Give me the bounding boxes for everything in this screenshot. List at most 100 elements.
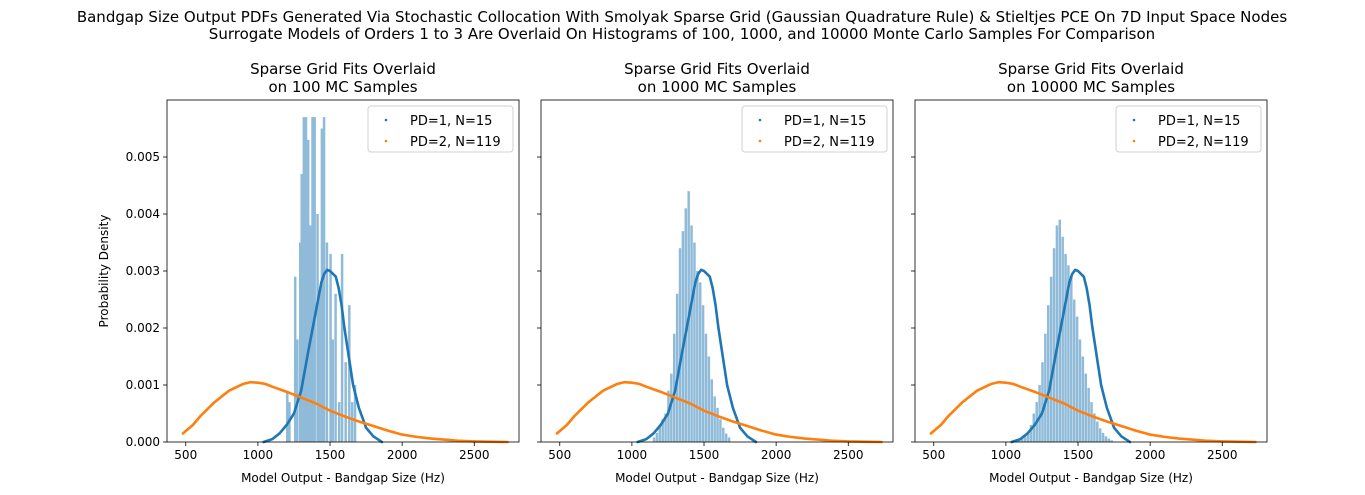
pd1-series-line <box>1010 268 1132 444</box>
legend: PD=1, N=15 PD=2, N=119 <box>367 105 514 153</box>
legend-marker-pd2 <box>384 139 388 143</box>
x-tick-label: 2500 <box>1207 448 1238 462</box>
histogram-bar <box>1049 276 1053 442</box>
y-tick-label: 0.004 <box>126 207 160 221</box>
histogram-bar <box>713 396 716 442</box>
histogram-bar <box>1075 316 1079 442</box>
pd2-series-line <box>181 380 509 444</box>
histogram-bar <box>724 433 728 442</box>
chart-panel-2: 500 1000 1500 2000 2500 Model Output - Bandga… <box>537 60 894 485</box>
histogram-bar <box>710 379 713 442</box>
x-tick-label: 2500 <box>459 448 490 462</box>
legend-marker-pd2 <box>758 139 762 143</box>
histogram-bar <box>353 385 357 442</box>
legend-box <box>741 105 888 153</box>
histogram-bar <box>1098 428 1102 442</box>
pd2-series-line <box>929 380 1257 444</box>
histogram-bar <box>664 413 667 442</box>
histogram-bar <box>719 419 722 442</box>
histogram-bar <box>707 356 711 442</box>
x-tick-label: 1500 <box>689 448 720 462</box>
histogram-bar <box>313 117 316 442</box>
histogram-bar <box>286 390 289 442</box>
panel-title-line1: Sparse Grid Fits Overlaid <box>250 60 436 78</box>
y-tick-label: 0.005 <box>126 150 160 164</box>
panel-title-line2: on 100 MC Samples <box>268 78 417 96</box>
x-axis-label: Model Output - Bandgap Size (Hz) <box>241 471 445 485</box>
legend: PD=1, N=15 PD=2, N=119 <box>1115 105 1262 153</box>
legend-marker-pd1 <box>1132 118 1136 122</box>
legend-label: PD=1, N=15 <box>784 114 866 129</box>
histogram-bar <box>348 305 351 442</box>
histogram-bar <box>350 402 354 442</box>
panel-title-line1: Sparse Grid Fits Overlaid <box>624 60 810 78</box>
legend-marker-pd1 <box>758 118 762 122</box>
suptitle-line2: Surrogate Models of Orders 1 to 3 Are Ov… <box>209 25 1155 43</box>
histogram-bar <box>300 174 303 442</box>
y-tick-label: 0.002 <box>126 321 160 335</box>
histogram-bar <box>1021 438 1024 442</box>
pd2-series-line <box>555 380 883 444</box>
histogram-bar <box>670 373 673 442</box>
y-axis-label: Probability Density <box>97 215 111 328</box>
histogram-bar <box>1026 431 1030 442</box>
histogram-bar <box>693 242 696 442</box>
histogram-bar <box>698 282 702 442</box>
histogram-bar <box>1038 385 1041 442</box>
x-tick-label: 1000 <box>617 448 648 462</box>
y-tick-label: 0.000 <box>126 435 160 449</box>
legend: PD=1, N=15 PD=2, N=119 <box>741 105 888 153</box>
histogram-bar <box>340 253 344 442</box>
chart-panel-3: 500 1000 1500 2000 2500 Model Output - Bandga… <box>911 60 1268 485</box>
histogram-bar <box>1067 265 1070 442</box>
histogram-bar <box>334 293 337 442</box>
x-tick-label: 500 <box>174 448 197 462</box>
histogram-bar <box>318 293 321 442</box>
histogram-bar <box>1023 436 1027 442</box>
panel-title-line2: on 10000 MC Samples <box>1007 78 1175 96</box>
histogram-bar <box>722 427 725 442</box>
histogram-bar <box>701 305 705 442</box>
histogram-bar <box>1104 436 1108 442</box>
x-tick-label: 500 <box>922 448 945 462</box>
x-tick-label: 1000 <box>991 448 1022 462</box>
histogram-bar <box>1055 225 1059 442</box>
histogram-bar <box>696 271 699 442</box>
histogram-bar <box>1044 333 1047 442</box>
histogram-bar <box>293 276 297 442</box>
histogram-bar <box>329 253 332 442</box>
x-tick-label: 2000 <box>387 448 418 462</box>
histogram-bar <box>1110 440 1113 442</box>
legend-box <box>367 105 514 153</box>
histogram-bar <box>1090 402 1093 442</box>
histogram <box>1018 219 1113 442</box>
histogram-bar <box>304 117 308 442</box>
legend-marker-pd1 <box>384 118 388 122</box>
histogram-bar <box>655 432 659 442</box>
histogram-bar <box>1070 276 1073 442</box>
histogram-bar <box>325 242 329 442</box>
histogram-bar <box>1093 413 1096 442</box>
histogram-bar <box>690 225 693 442</box>
histogram-bar <box>296 339 299 442</box>
histogram-bar <box>1041 362 1044 442</box>
legend-label: PD=2, N=119 <box>784 135 875 150</box>
histogram-bar <box>716 407 719 442</box>
histogram-bar <box>675 293 679 442</box>
histogram-bar <box>727 437 731 442</box>
histogram-bar <box>316 214 319 442</box>
suptitle-line1: Bandgap Size Output PDFs Generated Via S… <box>77 8 1288 26</box>
chart-panel-1: 500 1000 1500 2000 2500 0.000 0.001 0.002 0.003 0… <box>126 60 520 485</box>
histogram-bar <box>684 208 688 442</box>
x-axis-label: Model Output - Bandgap Size (Hz) <box>615 471 819 485</box>
histogram-bar <box>311 117 314 442</box>
legend-label: PD=1, N=15 <box>410 114 492 129</box>
x-tick-label: 2500 <box>833 448 864 462</box>
legend-box <box>1115 105 1262 153</box>
x-tick-label: 2000 <box>1135 448 1166 462</box>
pd1-series-line <box>262 268 384 444</box>
histogram-bar <box>678 248 682 442</box>
histogram-bar <box>331 339 334 442</box>
x-axis-label: Model Output - Bandgap Size (Hz) <box>989 471 1193 485</box>
